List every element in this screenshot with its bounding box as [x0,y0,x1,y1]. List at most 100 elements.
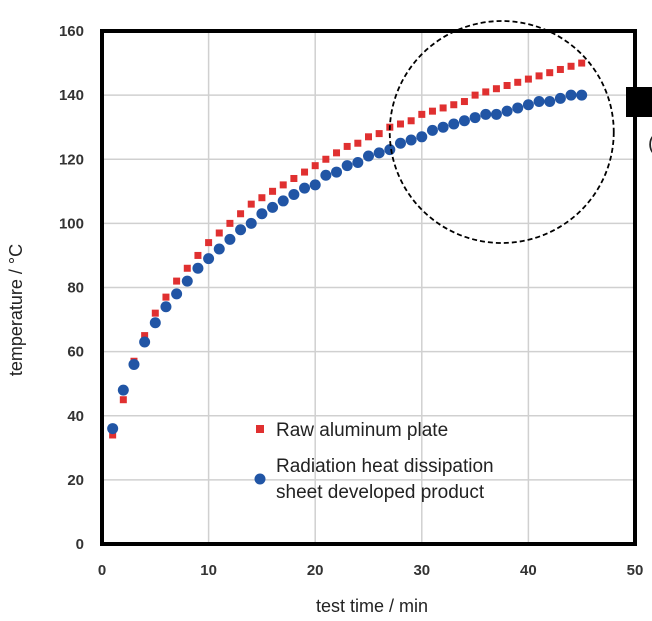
data-point-developed-product [277,195,289,207]
data-point-raw-aluminum [333,149,341,157]
data-point-developed-product [405,134,417,146]
dashed-circle-highlight [388,20,615,244]
data-point-developed-product [448,118,460,130]
data-point-developed-product [171,288,183,300]
legend-label-developed-product-line2: sheet developed product [276,482,485,503]
data-point-raw-aluminum [237,210,245,218]
data-point-developed-product [341,160,353,172]
data-point-raw-aluminum [109,431,117,439]
data-point-developed-product [501,105,513,117]
data-point-developed-product [437,121,449,133]
data-point-raw-aluminum [311,162,319,170]
x-tick-label: 10 [200,562,217,579]
data-point-raw-aluminum [279,181,287,189]
data-point-raw-aluminum [247,200,255,208]
x-tick-label: 20 [307,562,324,579]
data-point-developed-product [533,96,545,108]
data-point-developed-product [128,358,140,370]
data-point-developed-product [544,96,556,108]
data-point-developed-product [352,156,364,168]
data-point-developed-product [192,262,204,274]
series-1 [107,89,588,435]
legend-marker-developed-product [254,473,266,485]
data-point-raw-aluminum [141,332,149,340]
data-point-developed-product [267,201,279,213]
data-point-raw-aluminum [396,120,404,128]
x-tick-label: 0 [98,562,106,579]
data-point-raw-aluminum [269,187,277,195]
data-series-layer [107,59,588,439]
data-point-raw-aluminum [428,107,436,115]
data-point-developed-product [490,108,502,120]
data-point-raw-aluminum [173,277,181,285]
data-point-developed-product [331,166,343,178]
x-tick-label: 40 [520,562,537,579]
y-tick-label: 40 [67,408,84,425]
data-point-raw-aluminum [546,69,554,77]
data-point-raw-aluminum [162,293,170,301]
data-point-developed-product [245,217,257,229]
data-point-developed-product [565,89,577,101]
x-tick-label: 30 [413,562,430,579]
data-point-raw-aluminum [194,251,202,259]
data-point-developed-product [309,179,321,191]
data-point-developed-product [576,89,588,101]
side-marker-box [626,87,652,117]
data-point-developed-product [149,317,161,329]
data-point-raw-aluminum [482,88,490,96]
data-point-raw-aluminum [354,139,362,147]
data-point-developed-product [288,189,300,201]
y-tick-label: 0 [76,536,84,553]
data-point-developed-product [107,423,119,435]
data-point-developed-product [480,108,492,120]
data-point-raw-aluminum [567,62,575,70]
data-point-raw-aluminum [556,65,564,73]
data-point-raw-aluminum [503,82,511,90]
data-point-developed-product [373,147,385,159]
data-point-raw-aluminum [205,239,213,247]
data-point-raw-aluminum [151,309,159,317]
data-point-raw-aluminum [418,110,426,118]
y-tick-label: 60 [67,344,84,361]
data-point-raw-aluminum [322,155,330,163]
data-point-raw-aluminum [460,98,468,106]
data-point-raw-aluminum [492,85,500,93]
highlight-circle [388,20,615,244]
legend: Raw aluminum plate Radiation heat dissip… [254,420,494,503]
data-point-raw-aluminum [450,101,458,109]
legend-marker-raw-aluminum [256,425,264,433]
data-point-developed-product [117,384,129,396]
x-tick-label: 50 [627,562,644,579]
data-point-raw-aluminum [119,396,127,404]
data-point-raw-aluminum [226,219,234,227]
y-tick-label: 80 [67,280,84,297]
data-point-raw-aluminum [215,229,223,237]
data-point-developed-product [394,137,406,149]
data-point-raw-aluminum [471,91,479,99]
y-tick-label: 120 [59,151,84,168]
data-point-raw-aluminum [514,78,522,86]
data-point-raw-aluminum [290,174,298,182]
data-point-developed-product [363,150,374,162]
data-point-raw-aluminum [375,130,383,138]
data-point-developed-product [139,336,151,348]
data-point-developed-product [522,99,534,111]
legend-label-raw-aluminum: Raw aluminum plate [276,420,448,441]
data-point-developed-product [203,253,215,265]
data-point-raw-aluminum [258,194,266,202]
data-point-raw-aluminum [301,168,309,176]
data-point-developed-product [256,208,268,220]
data-point-raw-aluminum [578,59,586,67]
data-point-raw-aluminum [535,72,543,80]
y-tick-label: 20 [67,472,84,489]
x-axis-title: test time / min [316,596,428,616]
data-point-developed-product [416,131,428,143]
y-tick-label: 160 [59,23,84,40]
data-point-raw-aluminum [407,117,415,125]
data-point-developed-product [224,233,236,245]
data-point-developed-product [554,92,566,104]
data-point-developed-product [320,169,332,181]
data-point-developed-product [181,275,193,287]
tick-labels: 0 10 20 30 40 50 0 20 40 60 80 100 120 140 160 [59,23,643,579]
